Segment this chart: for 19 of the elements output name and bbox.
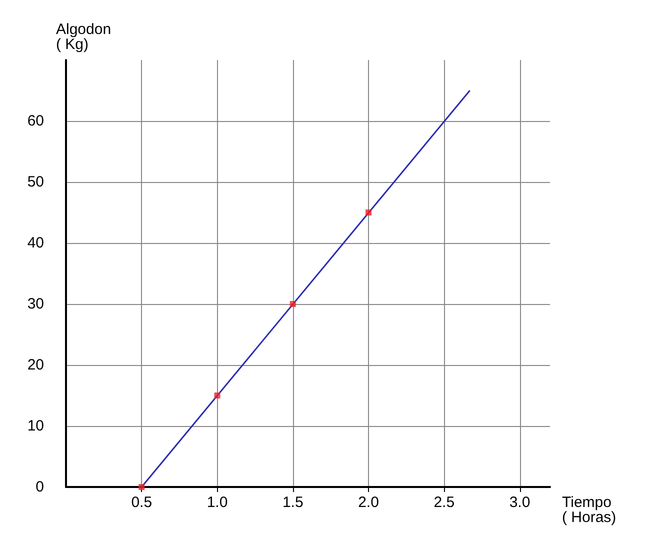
- point: [138, 484, 145, 490]
- x-tick-label: 0.5: [131, 494, 152, 511]
- y-tick-label: 10: [27, 418, 44, 434]
- x-tick-label: 2.0: [358, 494, 379, 511]
- x-tick-label: 1.5: [282, 494, 304, 511]
- x-tick-label: 2.5: [434, 494, 455, 511]
- x-tick-label: 1.0: [206, 494, 228, 511]
- point: [214, 392, 220, 398]
- point: [366, 210, 372, 216]
- x-axis-title: Tiempo ( Horas): [562, 494, 616, 526]
- y-tick-label: 40: [27, 234, 44, 252]
- y-tick-label: 60: [27, 112, 44, 130]
- y-tick-label: 0: [36, 478, 44, 496]
- y-tick-label: 30: [27, 296, 44, 312]
- point: [290, 301, 296, 307]
- x-tick-label: 3.0: [509, 494, 530, 511]
- y-tick-label: 20: [27, 356, 44, 374]
- y-tick-label: 50: [27, 174, 44, 190]
- y-axis-title: Algodon ( Kg): [56, 21, 112, 53]
